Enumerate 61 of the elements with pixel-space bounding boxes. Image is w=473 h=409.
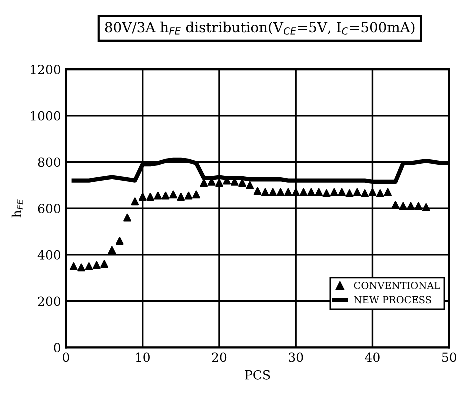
point [177,193,186,201]
y-tick-label: 1000 [31,111,61,121]
point [322,190,331,198]
point [353,188,362,196]
x-tick-label: 50 [442,352,456,362]
point [407,202,415,210]
point [78,264,86,272]
point [384,188,392,196]
point [284,188,292,196]
point [216,179,224,188]
x-tick-label: 10 [136,352,150,362]
legend-label: CONVENTIONAL [354,282,440,290]
point [414,202,423,210]
y-tick-label: 1200 [31,65,61,74]
point [422,203,430,212]
x-tick-label: 0 [63,352,70,362]
y-tick-label: 0 [54,343,61,353]
point [254,187,262,196]
point [392,201,400,210]
y-tick-label: 600 [38,204,61,214]
point [154,192,162,200]
point [116,237,124,245]
point [70,262,78,270]
point [269,188,278,196]
point [92,261,101,270]
point [276,188,285,196]
x-tick-label: 30 [289,352,304,362]
y-tick-label: 200 [38,296,61,306]
point [200,179,208,188]
point [307,188,316,196]
point [368,188,377,196]
y-tick-label: 800 [38,158,61,168]
point [124,214,132,222]
x-axis-title: PCS [245,370,270,380]
x-tick-label: 20 [212,352,227,362]
y-tick-label: 400 [38,250,61,260]
point [361,190,370,198]
point [192,190,200,199]
point [85,262,94,270]
point [292,188,300,196]
point [146,193,154,201]
point [315,188,324,196]
point [376,190,384,198]
point [131,198,140,206]
x-tick-label: 40 [365,352,380,362]
point [261,188,270,196]
point [346,190,354,198]
point [246,181,254,190]
point [108,246,116,254]
point [100,260,108,268]
point [162,192,170,200]
point [170,190,178,199]
point [399,202,408,210]
point [138,193,147,201]
point [184,192,193,200]
chart-title: 80V/3A h$_{FE}$ distribution(V$_{CE}$=5V, I$_{C}$=500mA) [105,22,415,35]
point [330,188,338,196]
legend-label: NEW PROCESS [354,296,432,304]
point [338,188,346,196]
y-axis-title: h$_{FE}$ [12,199,24,218]
point [300,188,308,196]
